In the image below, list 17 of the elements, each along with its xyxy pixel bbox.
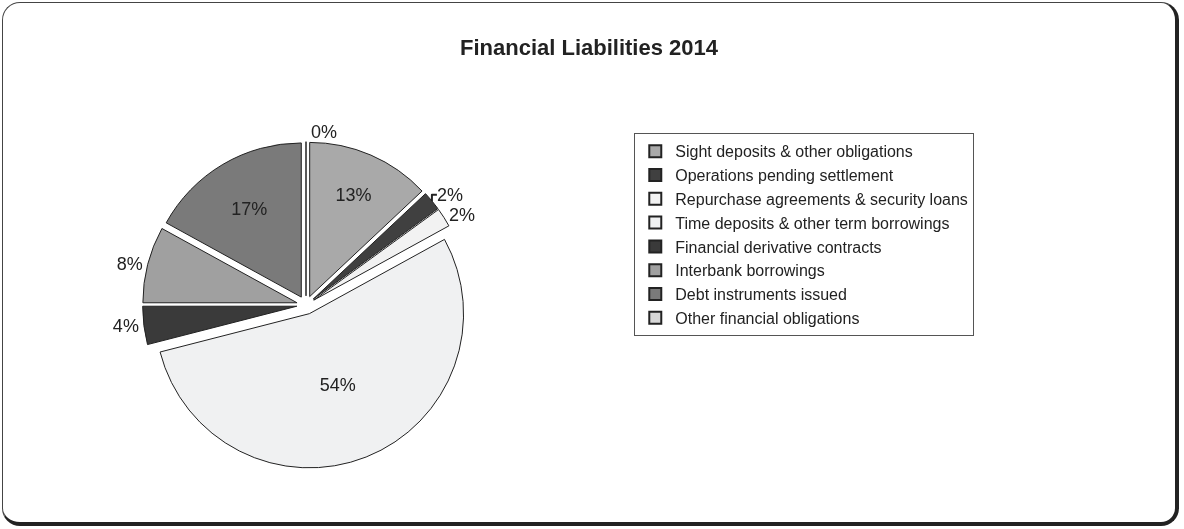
legend-label: Interbank borrowings <box>675 262 825 280</box>
data-label: 2% <box>448 204 475 225</box>
legend-label: Time deposits & other term borrowings <box>675 214 950 232</box>
data-label: 17% <box>231 199 268 220</box>
data-label: 2% <box>436 184 463 205</box>
legend-label: Other financial obligations <box>675 310 860 328</box>
data-label: 8% <box>116 253 143 274</box>
chart-title: Financial Liabilities 2014 <box>460 34 719 60</box>
text: 0% <box>311 121 338 142</box>
legend-label: Debt instruments issued <box>675 286 847 304</box>
data-label: 54% <box>319 375 356 396</box>
legend-label: Operations pending settlement <box>675 167 894 185</box>
legend-label: Sight deposits & other obligations <box>675 143 913 161</box>
legend-label: Repurchase agreements & security loans <box>675 191 968 209</box>
legend-label: Financial derivative contracts <box>675 238 882 256</box>
data-label: 13% <box>335 185 372 206</box>
data-label: 4% <box>112 315 139 336</box>
